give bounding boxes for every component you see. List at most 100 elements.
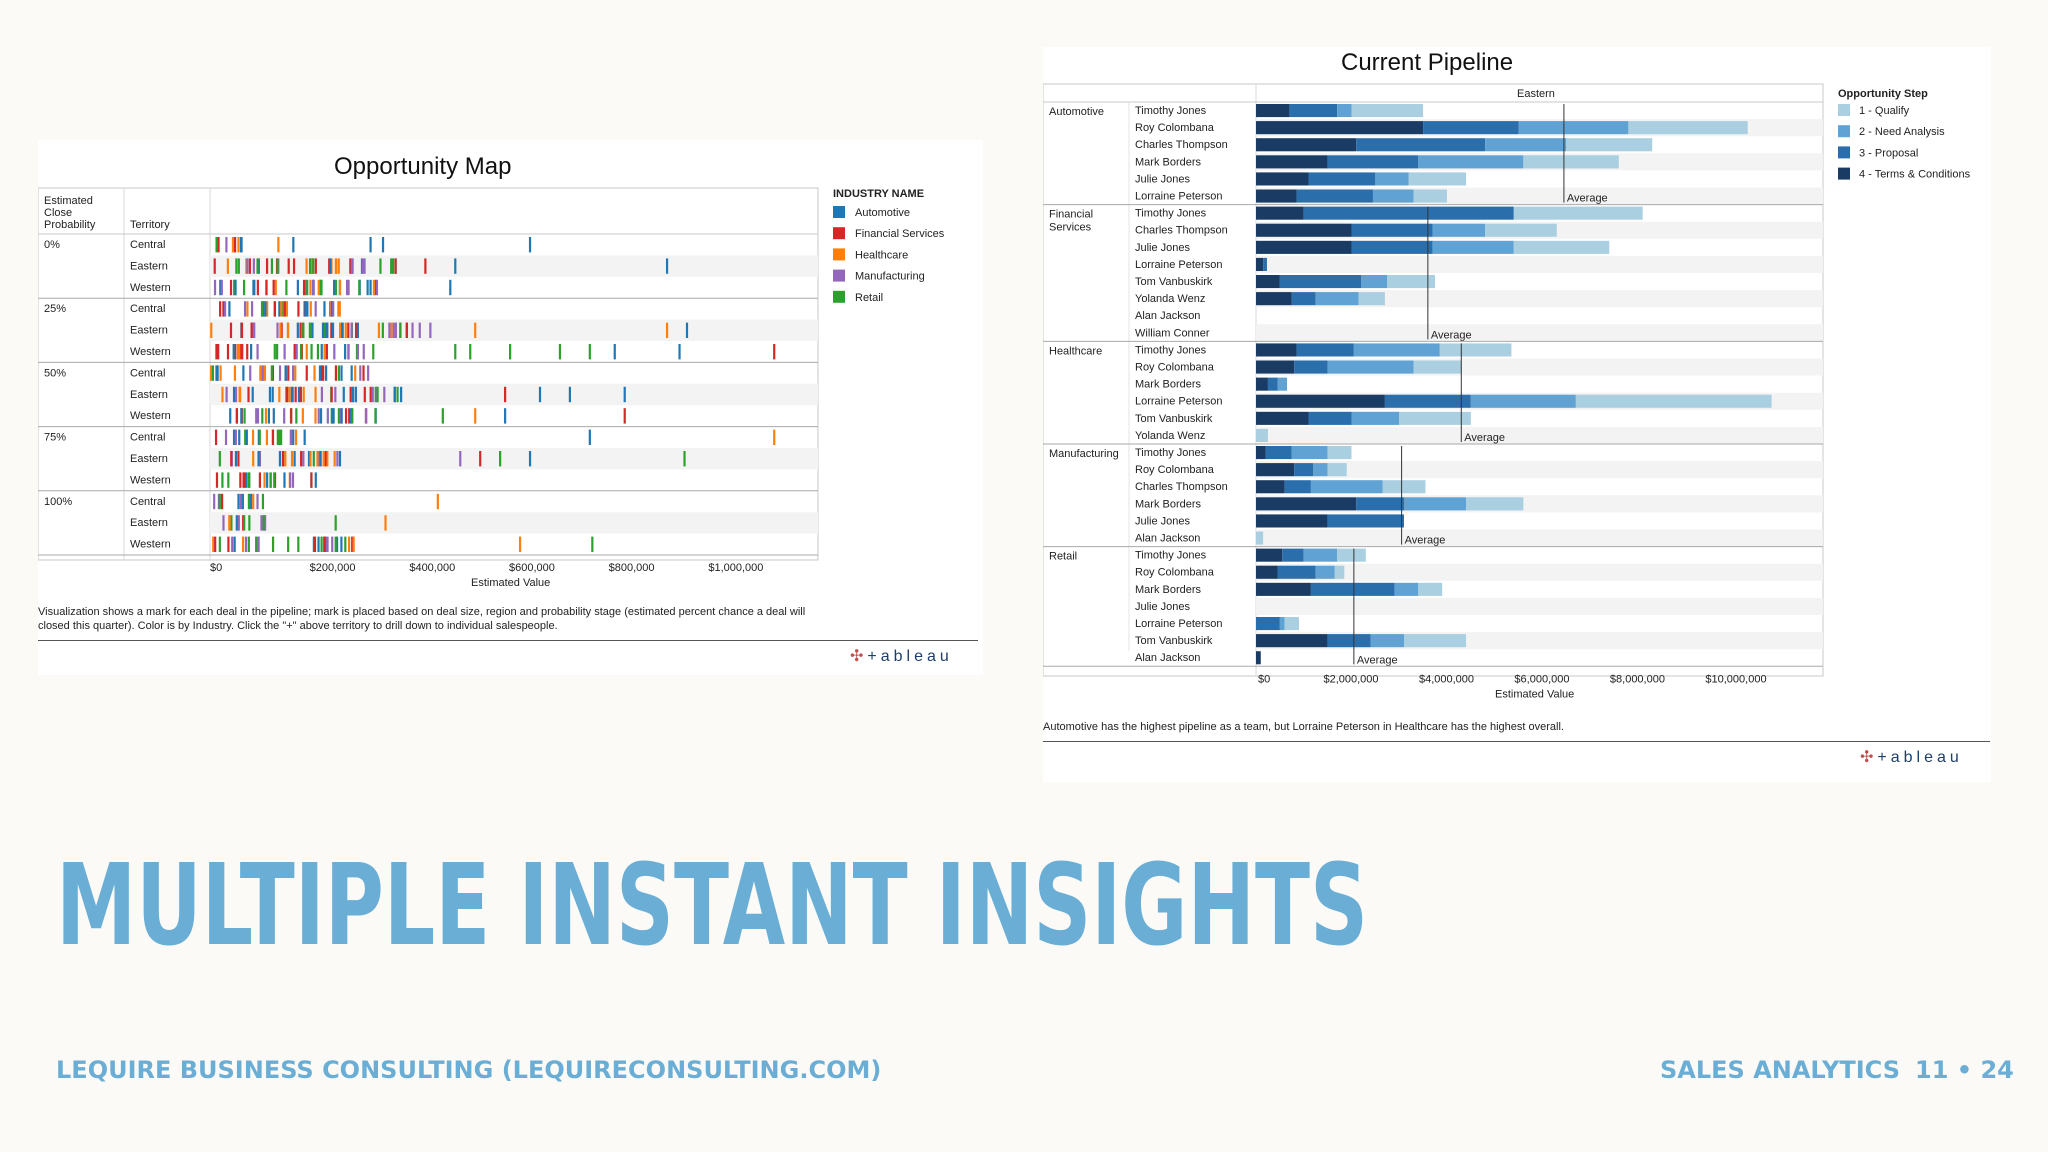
opp-deal-mark — [342, 386, 345, 403]
opp-deal-mark — [319, 451, 322, 467]
pipe-rep-name: Timothy Jones — [1135, 208, 1207, 220]
pipe-bar-segment — [1518, 121, 1629, 135]
pipe-bar-segment — [1256, 121, 1424, 135]
opp-deal-mark — [314, 472, 317, 488]
pipe-bar-segment — [1296, 343, 1354, 357]
tableau-logo: ✣ +ableau — [850, 648, 953, 665]
opp-legend-swatch — [833, 227, 845, 240]
opp-deal-mark — [240, 408, 243, 424]
pipe-bar-segment — [1256, 394, 1385, 408]
pipe-rep-name: Roy Colombana — [1135, 362, 1215, 374]
pipe-bar-segment — [1384, 394, 1471, 408]
opp-deal-mark — [244, 536, 248, 552]
opp-deal-mark — [299, 322, 302, 338]
opp-deal-mark — [252, 279, 255, 296]
opp-legend-title: INDUSTRY NAME — [833, 188, 924, 200]
opp-deal-mark — [354, 386, 357, 403]
opp-prob-label: 75% — [44, 432, 66, 444]
opp-deal-mark — [278, 301, 281, 317]
opp-deal-mark — [400, 386, 403, 403]
pipe-bar-segment — [1256, 138, 1357, 152]
opp-deal-mark — [278, 386, 281, 403]
opp-deal-mark — [296, 279, 299, 296]
opp-deal-mark — [474, 322, 477, 338]
opp-deal-mark — [294, 429, 298, 445]
opp-deal-mark — [300, 451, 303, 467]
opp-deal-mark — [314, 258, 317, 274]
opp-deal-mark — [219, 279, 222, 296]
opp-deal-mark — [294, 386, 297, 403]
opp-deal-mark — [256, 279, 259, 296]
opp-deal-mark — [248, 472, 251, 488]
opp-deal-mark — [321, 322, 325, 338]
pipe-industry-label: Manufacturing — [1049, 448, 1119, 460]
opp-deal-mark — [396, 386, 399, 403]
opp-deal-mark — [325, 322, 328, 338]
opp-deal-mark — [329, 301, 332, 317]
opp-territory-label: Western — [130, 474, 171, 486]
pipe-row-band — [1256, 426, 1823, 444]
pipe-bar-segment — [1277, 565, 1316, 579]
opp-deal-mark — [252, 258, 255, 274]
opp-prob-label: 50% — [44, 367, 66, 379]
opp-deal-mark — [337, 365, 340, 381]
opp-deal-mark — [351, 386, 354, 403]
opp-deal-mark — [285, 279, 288, 296]
opp-territory-label: Eastern — [130, 389, 168, 401]
opp-deal-mark — [372, 344, 375, 360]
opp-deal-mark — [312, 258, 315, 274]
pipe-bar-segment — [1256, 634, 1328, 648]
opp-deal-mark — [273, 472, 276, 488]
pipe-bar-segment — [1523, 155, 1619, 169]
opp-deal-mark — [324, 451, 327, 467]
pipe-rep-name: Lorraine Peterson — [1135, 259, 1222, 271]
pipe-bar-segment — [1256, 428, 1268, 442]
pipe-rep-name: Yolanda Wenz — [1135, 430, 1205, 442]
pipe-bar-segment — [1256, 497, 1357, 511]
opp-deal-mark — [232, 344, 235, 360]
opp-deal-mark — [288, 386, 291, 403]
current-pipeline-rule — [1043, 741, 1990, 742]
pipe-bar-segment — [1256, 240, 1352, 254]
pipe-rep-name: Julie Jones — [1135, 173, 1191, 185]
pipe-rep-name: Yolanda Wenz — [1135, 293, 1205, 305]
opp-deal-mark — [292, 429, 295, 445]
opp-deal-mark — [334, 386, 337, 403]
opp-deal-mark — [293, 344, 296, 360]
opp-deal-mark — [305, 258, 308, 274]
opp-deal-mark — [367, 365, 370, 381]
pipe-x-tick: $0 — [1258, 673, 1270, 685]
pipe-bar-segment — [1358, 292, 1385, 306]
pipe-bar-segment — [1387, 275, 1436, 289]
opp-deal-mark — [322, 451, 325, 467]
opp-deal-mark — [313, 536, 317, 552]
opp-deal-mark — [351, 536, 354, 552]
opp-deal-mark — [233, 237, 237, 253]
opp-deal-mark — [379, 258, 382, 274]
opp-deal-mark — [243, 301, 247, 317]
pipe-bar-segment — [1256, 480, 1285, 494]
opp-territory-label: Eastern — [130, 453, 168, 465]
opp-deal-mark — [337, 301, 340, 317]
opp-deal-mark — [312, 279, 315, 296]
opp-deal-mark — [261, 365, 264, 381]
opp-territory-label: Central — [130, 496, 165, 508]
opp-deal-mark — [261, 408, 264, 424]
opp-deal-mark — [313, 365, 316, 381]
opp-deal-mark — [242, 279, 246, 296]
opp-territory-label: Central — [130, 432, 165, 444]
opp-deal-mark — [330, 322, 333, 338]
opp-deal-mark — [333, 279, 336, 296]
opp-deal-mark — [331, 408, 334, 424]
pipe-bar-segment — [1308, 411, 1352, 425]
pipe-rep-name: Mark Borders — [1135, 379, 1202, 391]
opp-deal-mark — [271, 365, 275, 381]
opp-deal-mark — [309, 451, 312, 467]
opp-deal-mark — [268, 386, 272, 403]
opp-deal-mark — [210, 365, 213, 381]
pipe-rep-name: Roy Colombana — [1135, 464, 1215, 476]
pipe-bar-segment — [1356, 138, 1486, 152]
pipe-bar-segment — [1265, 446, 1292, 460]
footer-section: SALES ANALYTICS — [1660, 1056, 1900, 1084]
